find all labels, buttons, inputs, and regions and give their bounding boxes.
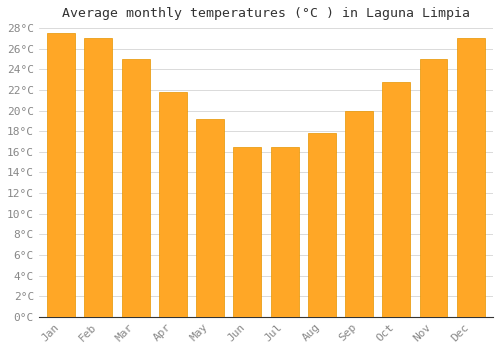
Bar [234, 147, 262, 317]
Title: Average monthly temperatures (°C ) in Laguna Limpia: Average monthly temperatures (°C ) in La… [62, 7, 470, 20]
Bar [308, 133, 336, 317]
Bar [345, 111, 373, 317]
Bar [84, 38, 112, 317]
Bar [457, 38, 484, 317]
Bar [382, 82, 410, 317]
Bar [159, 92, 187, 317]
Bar [47, 33, 75, 317]
Bar [122, 59, 150, 317]
Bar [270, 147, 298, 317]
Bar [420, 59, 448, 317]
Bar [196, 119, 224, 317]
